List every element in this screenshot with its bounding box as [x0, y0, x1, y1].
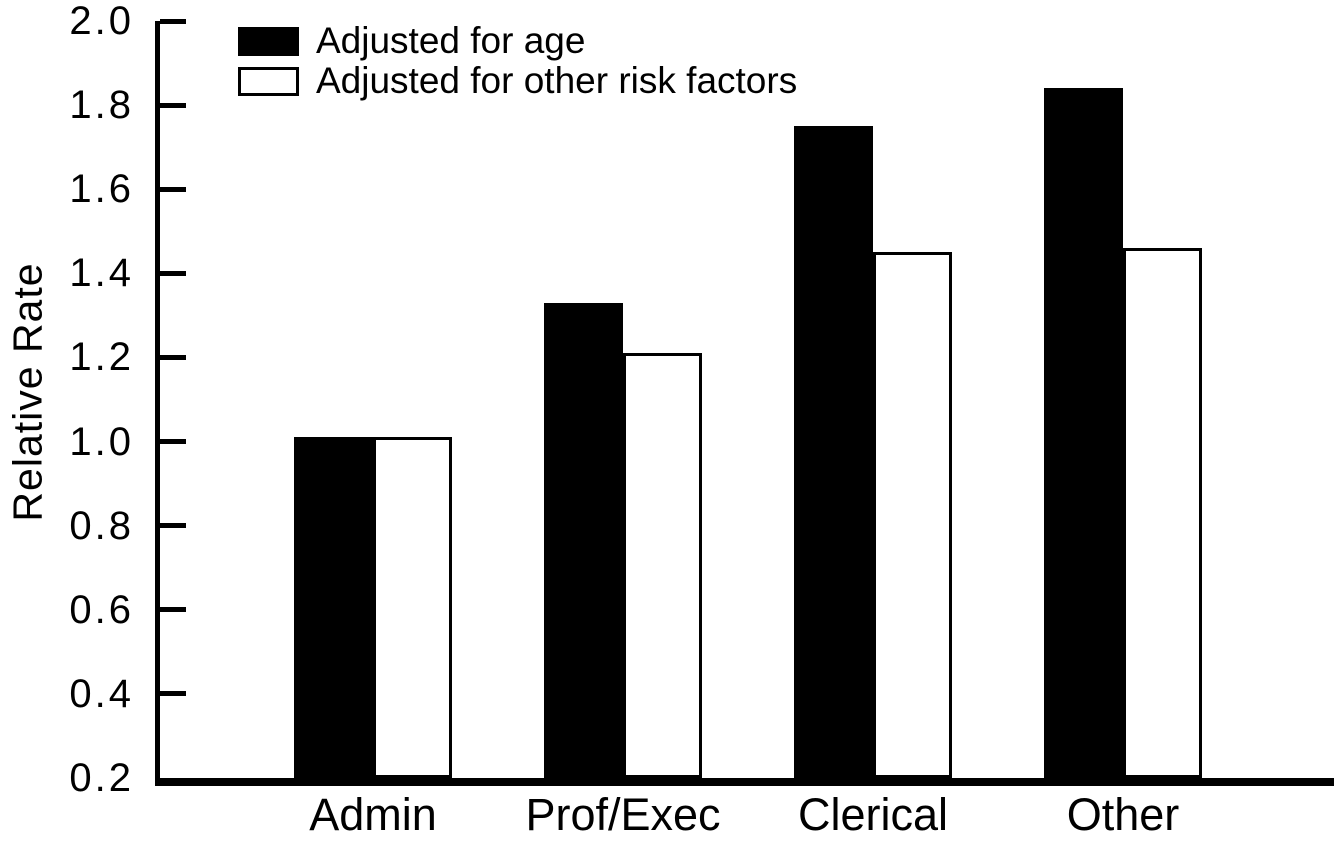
y-tick-mark [160, 523, 186, 528]
y-tick-label: 1.4 [69, 251, 134, 295]
y-tick-label: 1.2 [69, 335, 134, 379]
y-tick-mark [160, 19, 186, 24]
legend-label: Adjusted for age [316, 20, 586, 61]
x-axis-line [155, 778, 1334, 786]
y-tick-mark [160, 691, 186, 696]
y-tick-mark [160, 607, 186, 612]
y-tick-label: 1.8 [69, 83, 134, 127]
y-tick-mark [160, 271, 186, 276]
bar-adjusted-for-age-other [1044, 88, 1123, 778]
legend-swatch-outlined-icon [238, 66, 299, 96]
bar-adjusted-for-age-admin [294, 437, 373, 778]
legend: Adjusted for age Adjusted for other risk… [238, 20, 797, 106]
bar-adjusted-for-age-prof-exec [544, 303, 623, 778]
y-axis-line [155, 21, 160, 786]
y-tick-label: 0.2 [69, 756, 134, 800]
x-tick-label: Other [1066, 789, 1180, 840]
legend-label: Adjusted for other risk factors [316, 60, 798, 101]
y-tick-mark [160, 187, 186, 192]
y-tick-label: 0.4 [69, 672, 134, 716]
y-tick-label: 0.6 [69, 588, 134, 632]
y-tick-label: 1.6 [69, 167, 134, 211]
legend-item: Adjusted for age [238, 20, 797, 61]
bar-adjusted-for-age-clerical [794, 126, 873, 778]
bar-adjusted-for-other-risk-factors-admin [373, 437, 452, 778]
x-tick-label: Prof/Exec [525, 789, 721, 840]
bar-adjusted-for-other-risk-factors-clerical [873, 252, 952, 778]
y-tick-mark [160, 103, 186, 108]
y-tick-mark [160, 439, 186, 444]
x-tick-label: Clerical [797, 789, 949, 840]
legend-swatch-filled-icon [238, 26, 299, 56]
y-axis-title: Relative Rate [4, 262, 51, 522]
y-tick-mark [160, 355, 186, 360]
bar-adjusted-for-other-risk-factors-other [1123, 248, 1202, 778]
y-tick-label: 1.0 [69, 420, 134, 464]
bar-adjusted-for-other-risk-factors-prof-exec [623, 353, 702, 778]
x-tick-label: Admin [309, 789, 437, 840]
y-tick-label: 0.8 [69, 504, 134, 548]
y-tick-label: 2.0 [69, 0, 134, 43]
legend-item: Adjusted for other risk factors [238, 60, 797, 101]
